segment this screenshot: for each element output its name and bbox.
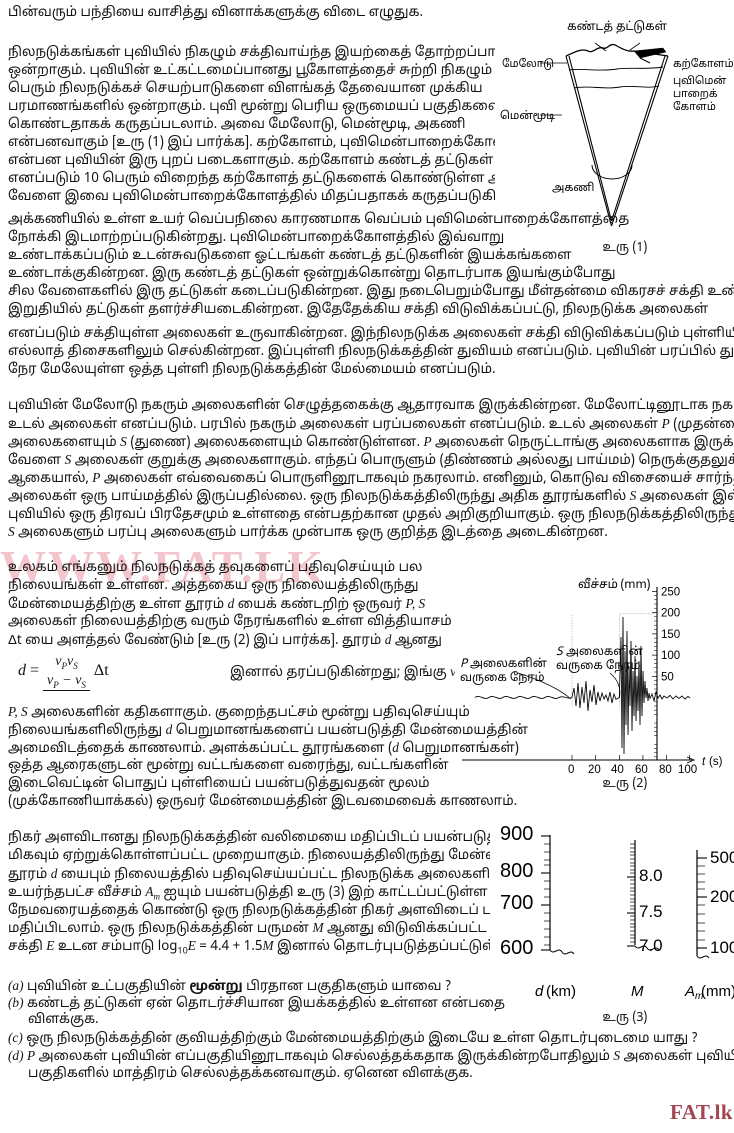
svg-text:80: 80: [659, 764, 672, 776]
svg-text:600: 600: [500, 937, 533, 959]
svg-text:200: 200: [661, 608, 680, 620]
svg-text:100: 100: [710, 938, 734, 957]
svg-text:அகணி: அகணி: [552, 182, 594, 196]
svg-text:60: 60: [635, 764, 648, 776]
svg-text:40: 40: [611, 764, 624, 776]
svg-text:அலைகளின்: அலைகளின்: [566, 645, 643, 660]
svg-text:S: S: [556, 646, 564, 660]
svg-text:கோளம்: கோளம்: [673, 101, 716, 114]
svg-text:200: 200: [710, 887, 734, 906]
svg-text:கற்கோளம்: கற்கோளம்: [673, 58, 734, 71]
svg-text:மென்மூடி: மென்மூடி: [500, 109, 555, 124]
svg-text:800: 800: [500, 860, 533, 882]
svg-text:500: 500: [710, 848, 734, 867]
svg-text:8.0: 8.0: [639, 866, 663, 885]
svg-text:வருகை நேரம்: வருகை நேரம்: [460, 671, 545, 686]
svg-text:கண்டத் தட்டுகள்: கண்டத் தட்டுகள்: [567, 20, 668, 35]
svg-text:t: t: [702, 756, 706, 768]
svg-text:P: P: [460, 658, 469, 672]
svg-text:20: 20: [588, 764, 601, 776]
svg-text:7.5: 7.5: [639, 902, 663, 921]
svg-text:மேலோடு: மேலோடு: [502, 58, 554, 71]
svg-text:வீச்சம் (mm): வீச்சம் (mm): [578, 577, 651, 593]
svg-text:100: 100: [678, 764, 697, 776]
svg-text:புவிமென்: புவிமென்: [673, 74, 726, 88]
svg-text:(s): (s): [709, 756, 723, 768]
svg-text:வருகை நேரம்: வருகை நேரம்: [556, 659, 641, 674]
svg-text:150: 150: [661, 629, 680, 641]
svg-text:7.0: 7.0: [639, 936, 663, 955]
svg-text:700: 700: [500, 892, 533, 914]
svg-text:அலைகளின்: அலைகளின்: [470, 657, 547, 672]
svg-text:50: 50: [661, 672, 674, 684]
svg-text:250: 250: [661, 587, 680, 599]
svg-text:900: 900: [500, 823, 533, 845]
svg-text:0: 0: [568, 764, 574, 776]
svg-text:பாறைக்: பாறைக்: [673, 87, 718, 101]
svg-text:100: 100: [661, 650, 680, 662]
